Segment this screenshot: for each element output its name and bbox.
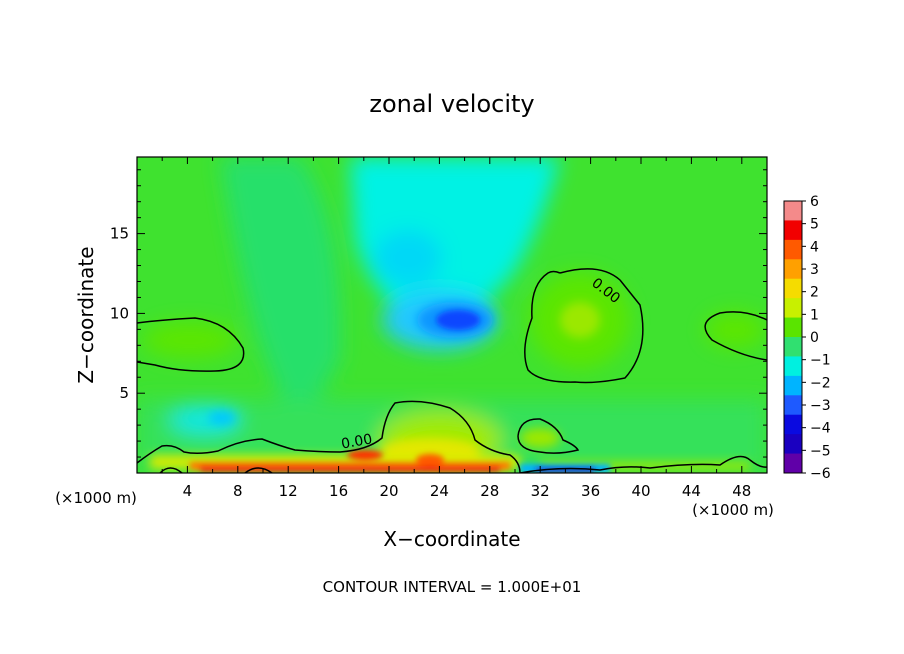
colorbar-swatch [784, 220, 802, 241]
colorbar-swatch [784, 317, 802, 338]
colorbar-tick-label: −5 [810, 443, 831, 459]
colorbar-tick-label: 5 [810, 217, 819, 233]
zero-contours [137, 268, 767, 473]
colorbar-tick-label: 1 [810, 307, 819, 323]
contour-line [524, 268, 644, 384]
x-tick-label: 8 [233, 482, 243, 500]
y-tick-label: 15 [110, 225, 129, 243]
colorbar-tick-label: 6 [810, 194, 819, 210]
contour-line [137, 400, 521, 473]
colorbar-swatch [784, 298, 802, 319]
x-tick-label: 28 [480, 482, 499, 500]
x-tick-label: 36 [581, 482, 600, 500]
colorbar-swatch [784, 434, 802, 455]
x-axis-label: X−coordinate [383, 527, 520, 551]
y-tick-label: 10 [110, 304, 129, 322]
colorbar-tick-label: −3 [810, 398, 831, 414]
x-tick-label: 32 [531, 482, 550, 500]
contour-line [517, 418, 580, 454]
colorbar-tick-label: −4 [810, 421, 831, 437]
colorbar-tick-label: 2 [810, 285, 819, 301]
contour-line [137, 317, 245, 372]
x-tick-label: 24 [430, 482, 449, 500]
colorbar-tick-label: −6 [810, 466, 831, 482]
colorbar-swatch [784, 395, 802, 416]
contour-line [244, 467, 273, 473]
colorbar-swatch [784, 239, 802, 260]
x-tick-label: 4 [183, 482, 193, 500]
y-axis-label: Z−coordinate [74, 246, 98, 383]
x-tick-label: 20 [379, 482, 398, 500]
colorbar-swatch [784, 337, 802, 357]
contour-line [159, 467, 183, 473]
colorbar-swatch [784, 259, 802, 280]
contour-line [704, 311, 767, 361]
x-tick-label: 16 [329, 482, 348, 500]
colorbar: 6 5 4 3 2 1 0 −1 −2 −3 −4 −5 −6 [783, 194, 831, 482]
x-tick-label: 48 [732, 482, 751, 500]
contour-label: 0.00 [340, 431, 373, 452]
colorbar-swatch [784, 375, 802, 396]
contour-line [519, 455, 767, 473]
colorbar-swatch [784, 356, 802, 377]
colorbar-tick-label: −2 [810, 375, 831, 391]
colorbar-tick-label: −1 [810, 353, 831, 369]
contour-interval-note: CONTOUR INTERVAL = 1.000E+01 [323, 578, 582, 596]
x-tick-label: 12 [279, 482, 298, 500]
colorbar-frame [783, 200, 803, 474]
x-tick-label: 40 [631, 482, 650, 500]
y-tick-label: 5 [119, 384, 129, 402]
chart-title: zonal velocity [369, 90, 534, 118]
x-axis-unit-left: (×1000 m) [55, 489, 137, 507]
colorbar-tick-label: 4 [810, 239, 819, 255]
velocity-field [137, 157, 767, 473]
colorbar-swatch [784, 414, 802, 435]
colorbar-tick-label: 3 [810, 262, 819, 278]
x-tick-label: 44 [682, 482, 701, 500]
colorbar-swatch [784, 201, 802, 221]
x-axis-unit-right: (×1000 m) [692, 501, 774, 519]
colorbar-swatch [784, 278, 802, 299]
colorbar-swatch [784, 453, 802, 474]
colorbar-tick-label: 0 [810, 330, 819, 346]
plot-frame [136, 156, 768, 474]
